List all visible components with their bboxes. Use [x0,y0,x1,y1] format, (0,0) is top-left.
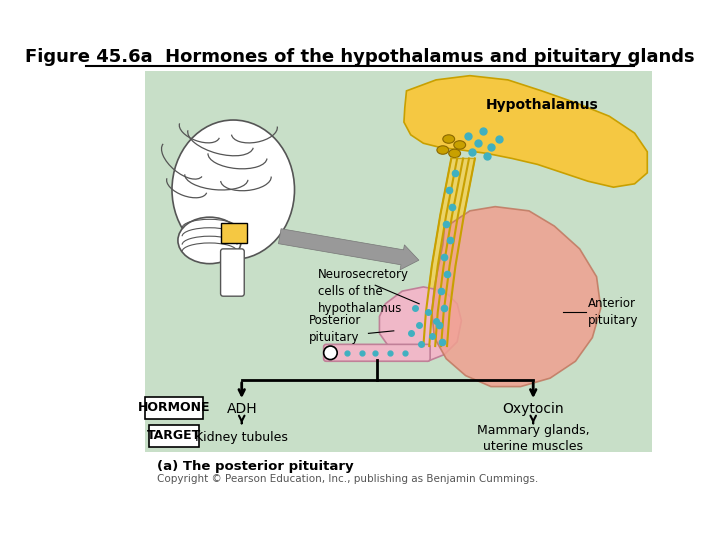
FancyBboxPatch shape [149,424,199,447]
Ellipse shape [449,149,461,158]
Text: Hypothalamus: Hypothalamus [485,98,598,112]
Text: ADH: ADH [226,402,257,416]
Text: Anterior
pituitary: Anterior pituitary [588,297,639,327]
FancyBboxPatch shape [324,345,430,361]
Ellipse shape [454,141,466,149]
Text: Copyright © Pearson Education, Inc., publishing as Benjamin Cummings.: Copyright © Pearson Education, Inc., pub… [157,474,539,484]
FancyArrow shape [279,229,419,270]
Polygon shape [379,287,462,361]
FancyBboxPatch shape [145,71,652,451]
Text: Kidney tubules: Kidney tubules [195,431,288,444]
Ellipse shape [437,146,449,154]
Text: Posterior
pituitary: Posterior pituitary [310,314,361,344]
Polygon shape [432,207,600,387]
Polygon shape [404,76,647,187]
Text: TARGET: TARGET [147,429,201,442]
Polygon shape [423,158,475,350]
Text: Figure 45.6a  Hormones of the hypothalamus and pituitary glands: Figure 45.6a Hormones of the hypothalamu… [25,48,695,66]
Text: Oxytocin: Oxytocin [503,402,564,416]
Text: Mammary glands,
uterine muscles: Mammary glands, uterine muscles [477,424,590,454]
FancyBboxPatch shape [222,222,247,243]
Ellipse shape [443,135,454,143]
Text: (a) The posterior pituitary: (a) The posterior pituitary [157,461,354,474]
Text: HORMONE: HORMONE [138,401,210,414]
Ellipse shape [172,120,294,259]
Text: Neurosecretory
cells of the
hypothalamus: Neurosecretory cells of the hypothalamus [318,268,409,315]
Circle shape [324,346,337,360]
Ellipse shape [178,217,241,264]
FancyBboxPatch shape [145,397,203,418]
FancyBboxPatch shape [220,249,244,296]
